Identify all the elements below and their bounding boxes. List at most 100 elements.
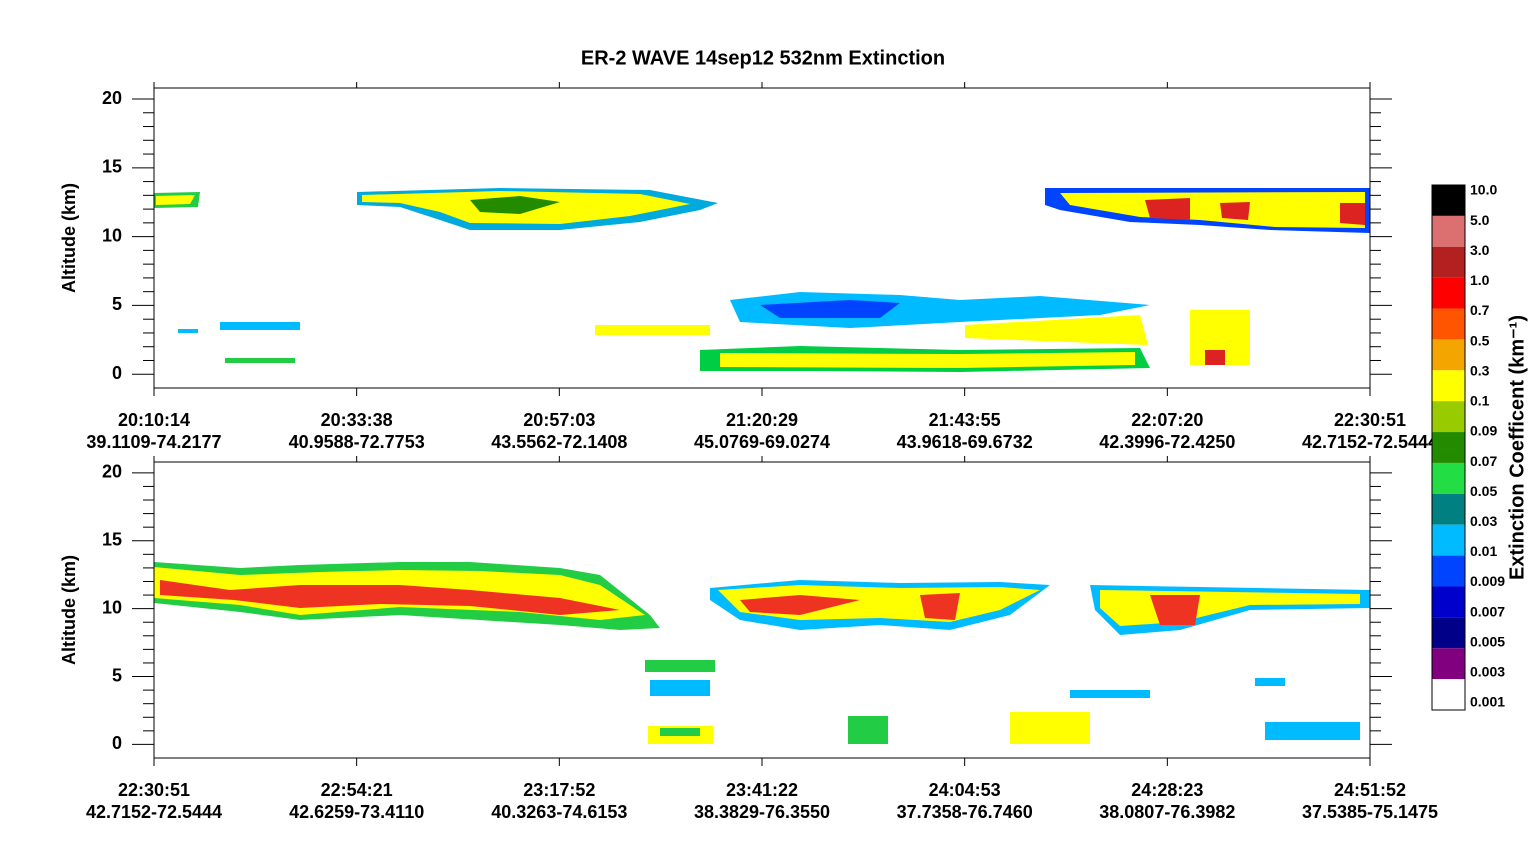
colorbar-swatch <box>1432 432 1465 463</box>
x-coordinate-label: 40.9588-72.7753 <box>289 432 425 452</box>
x-coordinate-label: 42.7152-72.5444 <box>86 802 222 822</box>
cloud-region <box>660 728 700 736</box>
cloud-region <box>1340 203 1365 225</box>
colorbar-swatch <box>1432 555 1465 587</box>
colorbar: 10.0 5.0 3.0 1.0 0.7 0.5 0.3 0.1 0.09 0.07 0.05 0.0… <box>1431 182 1540 711</box>
cloud-region <box>160 580 620 615</box>
x-coordinate-label: 39.1109-74.2177 <box>86 432 221 452</box>
cloud-region <box>645 660 715 672</box>
x-coordinate-label: 42.3996-72.4250 <box>1099 432 1235 452</box>
x-tick-label: 21:43:55 <box>929 410 1001 430</box>
cloud-region <box>848 716 888 744</box>
colorbar-swatch <box>1432 401 1465 433</box>
colorbar-tick-label: 0.05 <box>1470 483 1497 499</box>
colorbar-swatch <box>1432 339 1465 371</box>
colorbar-tick-label: 0.001 <box>1470 694 1505 710</box>
colorbar-swatch <box>1432 370 1465 402</box>
colorbar-swatch <box>1432 246 1465 278</box>
x-coordinate-label: 37.7358-76.7460 <box>897 802 1033 822</box>
y-axis-label: Altitude (km) <box>59 183 79 293</box>
colorbar-swatch <box>1432 185 1465 216</box>
cloud-region <box>1220 202 1250 220</box>
x-tick-label: 22:07:20 <box>1131 410 1203 430</box>
colorbar-swatch <box>1432 308 1465 340</box>
colorbar-swatch <box>1432 493 1465 525</box>
y-tick-label: 10 <box>102 597 122 617</box>
colorbar-label: Extinction Coefficent (km⁻¹) <box>1506 315 1528 580</box>
cloud-region <box>178 329 198 333</box>
colorbar-tick-label: 3.0 <box>1470 242 1490 258</box>
cloud-region <box>1010 712 1090 744</box>
y-tick-label: 15 <box>102 157 122 177</box>
cloud-region <box>225 358 295 363</box>
chart-title: ER-2 WAVE 14sep12 532nm Extinction <box>581 47 945 69</box>
x-tick-label: 22:54:21 <box>321 780 393 800</box>
x-coordinate-label: 43.5562-72.1408 <box>491 432 627 452</box>
colorbar-tick-label: 10.0 <box>1470 182 1497 198</box>
x-coordinate-label: 42.6259-73.4110 <box>289 802 424 822</box>
x-tick-label: 24:51:52 <box>1334 780 1406 800</box>
colorbar-tick-label: 0.07 <box>1470 453 1497 469</box>
colorbar-swatch <box>1432 586 1465 618</box>
colorbar-swatch <box>1432 215 1465 247</box>
cloud-region <box>1145 198 1190 220</box>
axes: 0510152020:10:1439.1109-74.217720:33:384… <box>59 82 1438 822</box>
y-tick-label: 5 <box>112 665 122 685</box>
cloud-region <box>470 196 560 214</box>
cloud-region <box>156 195 195 205</box>
x-tick-label: 23:41:22 <box>726 780 798 800</box>
colorbar-frame <box>1431 184 1466 711</box>
x-tick-label: 22:30:51 <box>118 780 190 800</box>
colorbar-swatch <box>1432 277 1465 309</box>
colorbar-swatch <box>1432 524 1465 556</box>
cloud-region <box>220 322 300 330</box>
colorbar-swatch <box>1432 679 1465 710</box>
y-tick-label: 0 <box>112 363 122 383</box>
cloud-region <box>1070 690 1150 698</box>
y-axis-label: Altitude (km) <box>59 555 79 665</box>
colorbar-swatch <box>1432 462 1465 494</box>
cloud-region <box>595 325 710 335</box>
cloud-region <box>760 300 900 318</box>
cloud-region <box>1205 350 1225 365</box>
colorbar-tick-label: 0.09 <box>1470 423 1497 439</box>
colorbar-swatch <box>1432 617 1465 649</box>
colorbar-tick-label: 0.003 <box>1470 664 1505 680</box>
x-tick-label: 20:57:03 <box>523 410 595 430</box>
colorbar-swatch <box>1432 648 1465 680</box>
x-tick-label: 23:17:52 <box>523 780 595 800</box>
colorbar-tick-label: 0.7 <box>1470 302 1490 318</box>
colorbar-tick-label: 0.5 <box>1470 332 1490 348</box>
x-coordinate-label: 38.3829-76.3550 <box>694 802 830 822</box>
colorbar-tick-label: 0.007 <box>1470 603 1505 619</box>
x-tick-label: 20:33:38 <box>321 410 393 430</box>
colorbar-tick-label: 0.03 <box>1470 513 1497 529</box>
y-tick-label: 10 <box>102 225 122 245</box>
colorbar-tick-label: 1.0 <box>1470 272 1490 288</box>
colorbar-tick-label: 0.01 <box>1470 543 1497 559</box>
cloud-region <box>1255 678 1285 686</box>
x-coordinate-label: 40.3263-74.6153 <box>491 802 627 822</box>
cloud-region <box>1060 192 1365 228</box>
x-tick-label: 24:04:53 <box>929 780 1001 800</box>
x-coordinate-label: 38.0807-76.3982 <box>1099 802 1235 822</box>
y-tick-label: 5 <box>112 294 122 314</box>
colorbar-tick-label: 0.1 <box>1470 393 1490 409</box>
cloud-regions <box>154 188 1370 744</box>
cloud-region <box>720 352 1135 368</box>
cloud-region <box>965 315 1148 345</box>
colorbar-tick-label: 0.005 <box>1470 633 1505 649</box>
cloud-region <box>1265 722 1360 740</box>
x-coordinate-label: 42.7152-72.5444 <box>1302 432 1438 452</box>
colorbar-tick-label: 0.009 <box>1470 573 1505 589</box>
colorbar-tick-label: 5.0 <box>1470 212 1490 228</box>
x-tick-label: 22:30:51 <box>1334 410 1406 430</box>
cloud-region <box>650 680 710 696</box>
y-tick-label: 20 <box>102 462 122 482</box>
x-coordinate-label: 37.5385-75.1475 <box>1302 802 1438 822</box>
cloud-region <box>1150 595 1200 625</box>
y-tick-label: 0 <box>112 733 122 753</box>
cloud-region <box>920 593 960 620</box>
plot-frame <box>153 87 1371 389</box>
